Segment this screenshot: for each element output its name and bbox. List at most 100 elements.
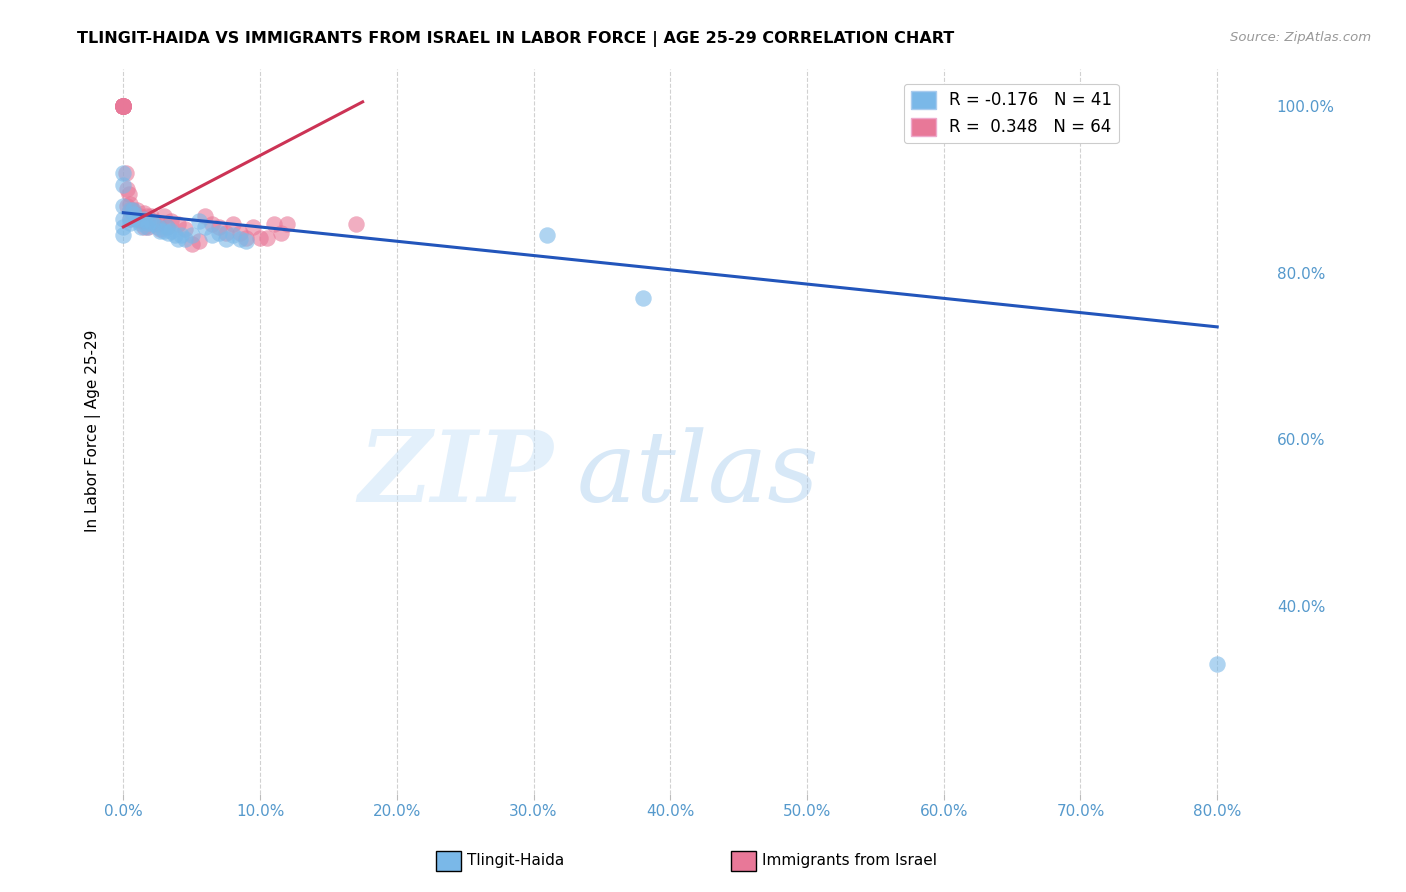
Point <box>149 224 172 238</box>
Point <box>125 203 148 218</box>
Point <box>132 219 155 234</box>
Point <box>124 211 146 226</box>
Point <box>117 182 139 196</box>
Point <box>112 99 135 113</box>
Point <box>180 228 202 243</box>
Point <box>120 211 142 226</box>
Point <box>112 99 135 113</box>
Point <box>120 211 142 226</box>
Point <box>222 218 245 232</box>
Point <box>112 99 135 113</box>
Point <box>153 224 176 238</box>
Point <box>160 224 183 238</box>
Point <box>228 232 250 246</box>
Point <box>180 236 202 251</box>
Point <box>149 222 172 236</box>
Point <box>112 219 135 234</box>
Point <box>235 230 257 244</box>
Legend: R = -0.176   N = 41, R =  0.348   N = 64: R = -0.176 N = 41, R = 0.348 N = 64 <box>904 84 1119 143</box>
Point <box>120 216 142 230</box>
Point <box>129 219 152 234</box>
Point <box>136 219 159 234</box>
Point <box>112 99 135 113</box>
Point <box>118 186 141 201</box>
Point <box>208 219 231 234</box>
Point <box>112 99 135 113</box>
Point <box>112 228 135 243</box>
Point <box>167 218 190 232</box>
Point <box>142 214 165 228</box>
Point <box>222 228 245 243</box>
Point <box>122 207 145 221</box>
Point <box>173 232 195 246</box>
Point <box>112 99 135 113</box>
Point <box>128 216 150 230</box>
Point <box>112 211 135 226</box>
Point <box>135 209 157 223</box>
Point <box>156 219 179 234</box>
Point <box>112 99 135 113</box>
Point <box>122 203 145 218</box>
Point <box>194 219 217 234</box>
Point <box>156 219 179 234</box>
Point <box>194 209 217 223</box>
Point <box>112 178 135 193</box>
Point <box>120 203 142 218</box>
Point <box>215 232 238 246</box>
Point <box>132 205 155 219</box>
Point <box>112 99 135 113</box>
Point <box>112 199 135 213</box>
Point <box>536 228 558 243</box>
Point <box>112 99 135 113</box>
Point <box>201 218 224 232</box>
Point <box>153 209 176 223</box>
Y-axis label: In Labor Force | Age 25-29: In Labor Force | Age 25-29 <box>86 330 101 533</box>
Point <box>117 199 139 213</box>
Point <box>249 230 271 244</box>
Point <box>139 209 162 223</box>
Point <box>228 226 250 240</box>
Point <box>120 203 142 218</box>
Point <box>242 219 264 234</box>
Point <box>201 228 224 243</box>
Point <box>124 207 146 221</box>
Point <box>112 99 135 113</box>
Point <box>263 218 285 232</box>
Point <box>276 218 298 232</box>
Point <box>173 222 195 236</box>
Point <box>139 214 162 228</box>
Point <box>157 226 180 240</box>
Point <box>165 228 187 243</box>
Point <box>256 230 278 244</box>
Text: ZIP: ZIP <box>359 426 553 523</box>
Text: Source: ZipAtlas.com: Source: ZipAtlas.com <box>1230 31 1371 45</box>
Point <box>135 219 157 234</box>
Point <box>187 234 209 248</box>
Point <box>128 209 150 223</box>
Point <box>187 214 209 228</box>
Point <box>136 216 159 230</box>
Point <box>344 218 367 232</box>
Point <box>631 291 654 305</box>
Point <box>112 99 135 113</box>
Point <box>115 166 138 180</box>
Point <box>134 214 156 228</box>
Point <box>112 99 135 113</box>
Point <box>235 234 257 248</box>
Point <box>1206 657 1229 672</box>
Point <box>120 197 142 211</box>
Point <box>112 99 135 113</box>
Point <box>215 226 238 240</box>
Point <box>112 99 135 113</box>
Point <box>112 99 135 113</box>
Text: TLINGIT-HAIDA VS IMMIGRANTS FROM ISRAEL IN LABOR FORCE | AGE 25-29 CORRELATION C: TLINGIT-HAIDA VS IMMIGRANTS FROM ISRAEL … <box>77 31 955 47</box>
Point <box>142 218 165 232</box>
Point <box>112 99 135 113</box>
Point <box>132 211 155 226</box>
Point <box>124 205 146 219</box>
Point <box>160 214 183 228</box>
Point <box>112 99 135 113</box>
Point <box>112 99 135 113</box>
Text: Immigrants from Israel: Immigrants from Israel <box>762 854 936 868</box>
Point <box>208 226 231 240</box>
